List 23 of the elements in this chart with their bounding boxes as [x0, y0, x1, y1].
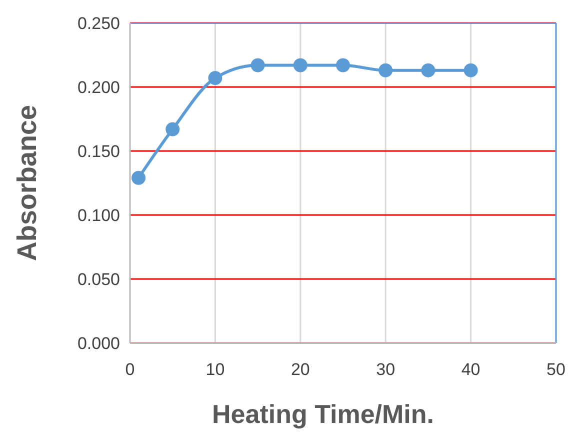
point	[336, 58, 350, 72]
point	[378, 63, 393, 78]
point	[132, 170, 146, 185]
y-tick-label: 0.200	[77, 78, 120, 97]
x-tick-label: 30	[376, 360, 396, 379]
x-tick-label: 10	[206, 360, 225, 379]
y-tick-label: 0.000	[77, 334, 120, 353]
x-tick-label: 20	[290, 360, 310, 379]
y-tick-label: 0.050	[77, 270, 120, 289]
point	[208, 71, 222, 86]
x-tick-label: 40	[461, 360, 480, 379]
y-tick-label: 0.150	[77, 142, 120, 161]
y-tick-label: 0.100	[77, 206, 120, 225]
point	[464, 63, 478, 78]
x-axis-title: Heating Time/Min.	[212, 399, 434, 429]
point	[250, 58, 265, 72]
y-axis-title: Absorbance	[12, 104, 42, 262]
point	[293, 58, 308, 72]
x-tick-label: 50	[546, 360, 566, 379]
point	[166, 122, 180, 136]
y-tick-label: 0.250	[77, 14, 120, 33]
point	[421, 63, 436, 78]
x-tick-label: 0	[125, 360, 135, 379]
